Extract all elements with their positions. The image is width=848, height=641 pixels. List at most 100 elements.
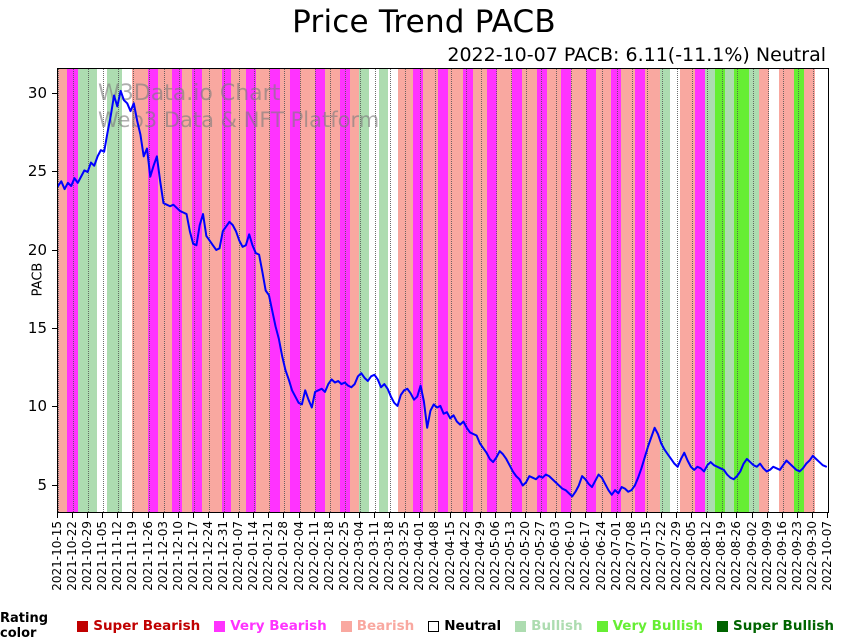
rating-band xyxy=(546,69,562,512)
x-tick-mark xyxy=(555,513,557,518)
legend-item[interactable]: Bearish xyxy=(340,618,414,634)
x-tick-mark xyxy=(238,513,240,518)
x-tick-mark xyxy=(328,513,330,518)
rating-band xyxy=(758,69,769,512)
gridline xyxy=(526,69,528,512)
rating-band xyxy=(413,69,424,512)
y-tick-mark xyxy=(52,93,57,95)
rating-band xyxy=(521,69,537,512)
x-tick-mark xyxy=(207,513,209,518)
rating-band xyxy=(58,69,68,512)
x-tick-mark xyxy=(87,513,89,518)
y-tick-label: 15 xyxy=(27,319,47,338)
rating-band xyxy=(132,69,148,512)
gridline xyxy=(510,69,512,512)
x-tick-label: 2022-02-04 xyxy=(291,521,306,591)
rating-band xyxy=(645,69,661,512)
rating-band xyxy=(221,69,231,512)
gridline xyxy=(480,69,482,512)
x-tick-mark xyxy=(676,513,678,518)
rating-band xyxy=(270,69,281,512)
gridline xyxy=(284,69,286,512)
x-tick-label: 2022-06-17 xyxy=(578,521,593,591)
gridline xyxy=(178,69,180,512)
gridline xyxy=(224,69,226,512)
rating-band xyxy=(122,69,133,512)
x-tick-mark xyxy=(268,513,270,518)
x-tick-mark xyxy=(766,513,768,518)
gridline xyxy=(767,69,769,512)
gridline xyxy=(707,69,709,512)
legend-swatch xyxy=(428,620,440,632)
gridline xyxy=(752,69,754,512)
legend-label: Super Bearish xyxy=(93,618,201,634)
rating-band xyxy=(725,69,735,512)
gridline xyxy=(133,69,135,512)
x-tick-label: 2022-10-07 xyxy=(820,521,834,591)
x-tick-label: 2021-12-17 xyxy=(185,521,200,591)
rating-band xyxy=(680,69,695,512)
x-tick-mark xyxy=(781,513,783,518)
x-tick-mark xyxy=(525,513,527,518)
gridline xyxy=(571,69,573,512)
legend-item[interactable]: Super Bullish xyxy=(717,618,834,634)
x-tick-mark xyxy=(102,513,104,518)
legend-swatch xyxy=(596,620,608,632)
x-tick-label: 2022-05-06 xyxy=(487,521,502,591)
x-tick-label: 2022-01-14 xyxy=(246,521,261,591)
x-tick-label: 2022-07-15 xyxy=(638,521,653,591)
y-tick-label: 5 xyxy=(37,475,47,494)
rating-band xyxy=(596,69,611,512)
x-tick-mark xyxy=(736,513,738,518)
x-tick-mark xyxy=(72,513,74,518)
legend-swatch xyxy=(717,620,729,632)
gridline xyxy=(450,69,452,512)
rating-band xyxy=(245,69,256,512)
gridline xyxy=(103,69,105,512)
x-tick-mark xyxy=(147,513,149,518)
rating-band xyxy=(586,69,597,512)
x-tick-label: 2022-09-30 xyxy=(804,521,819,591)
gridline xyxy=(344,69,346,512)
x-tick-label: 2022-04-15 xyxy=(442,521,457,591)
legend-label: Neutral xyxy=(444,618,502,634)
gridline xyxy=(88,69,90,512)
legend-item[interactable]: Very Bullish xyxy=(596,618,704,634)
x-tick-mark xyxy=(177,513,179,518)
x-tick-mark xyxy=(434,513,436,518)
legend-item[interactable]: Very Bearish xyxy=(214,618,327,634)
gridline xyxy=(73,69,75,512)
gridline xyxy=(722,69,724,512)
legend-item[interactable]: Neutral xyxy=(428,618,501,634)
x-tick-label: 2021-10-29 xyxy=(80,521,95,591)
rating-band xyxy=(325,69,340,512)
x-tick-label: 2022-03-25 xyxy=(397,521,412,591)
x-tick-mark xyxy=(691,513,693,518)
gridline xyxy=(797,69,799,512)
x-tick-label: 2022-01-21 xyxy=(261,521,276,591)
gridline xyxy=(269,69,271,512)
x-tick-label: 2022-05-27 xyxy=(533,521,548,591)
legend-item[interactable]: Bullish xyxy=(515,618,583,634)
x-tick-mark xyxy=(253,513,255,518)
gridline xyxy=(541,69,543,512)
rating-band xyxy=(803,69,815,512)
rating-band xyxy=(437,69,448,512)
x-tick-label: 2022-08-26 xyxy=(729,521,744,591)
y-tick-mark xyxy=(52,328,57,330)
rating-band xyxy=(191,69,202,512)
x-tick-mark xyxy=(706,513,708,518)
gridline xyxy=(405,69,407,512)
y-tick-mark xyxy=(52,249,57,251)
x-tick-label: 2022-09-16 xyxy=(774,521,789,591)
legend-label: Very Bullish xyxy=(612,618,704,634)
x-tick-label: 2022-03-11 xyxy=(367,521,382,591)
gridline xyxy=(390,69,392,512)
x-tick-label: 2021-12-03 xyxy=(155,521,170,591)
legend-item[interactable]: Super Bearish xyxy=(77,618,200,634)
x-tick-mark xyxy=(751,513,753,518)
gridline xyxy=(465,69,467,512)
legend-swatch xyxy=(340,620,352,632)
y-tick-mark xyxy=(52,406,57,408)
rating-band xyxy=(349,69,360,512)
